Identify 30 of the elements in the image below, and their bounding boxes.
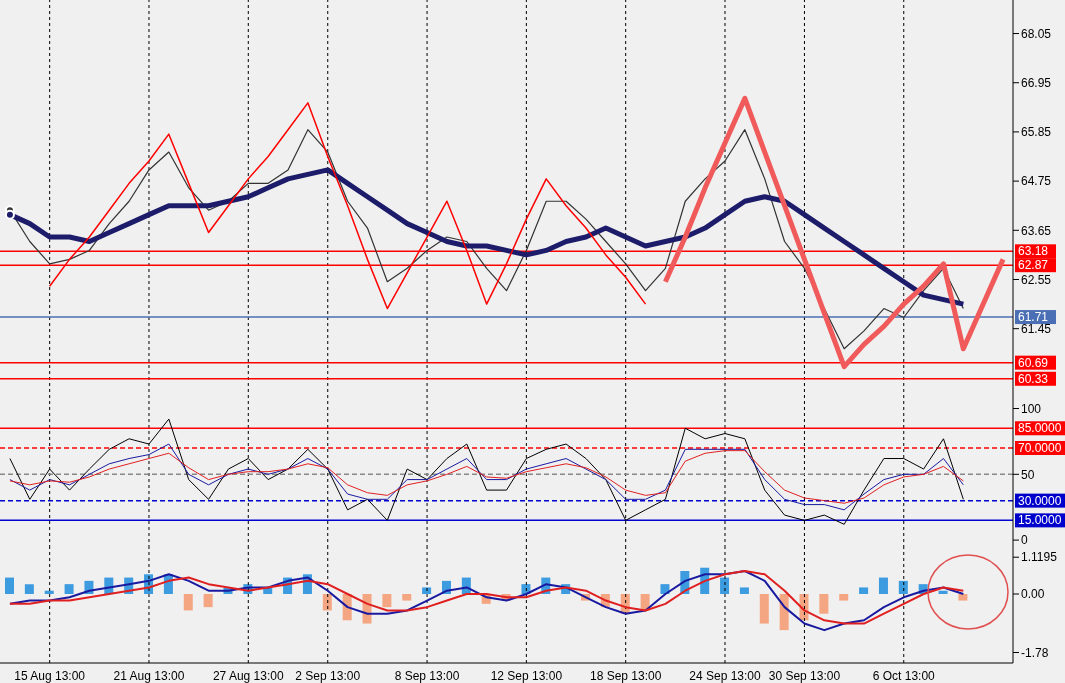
ref-line-label: 60.33 xyxy=(1018,371,1049,386)
y-tick-label: 1.1195 xyxy=(1021,550,1058,565)
y-tick-label: 0 xyxy=(1021,533,1028,548)
ref-line-label: 85.0000 xyxy=(1018,421,1062,436)
y-tick-label: 68.05 xyxy=(1021,26,1052,41)
y-tick-label: 0.00 xyxy=(1021,587,1045,602)
y-tick-label: 64.75 xyxy=(1021,174,1052,189)
x-tick-label: 30 Sep 13:00 xyxy=(768,668,841,683)
y-tick-label: -1.78 xyxy=(1021,645,1049,660)
ref-line-label: 15.0000 xyxy=(1018,513,1062,528)
x-tick-label: 6 Oct 13:00 xyxy=(872,668,936,683)
x-tick-label: 27 Aug 13:00 xyxy=(212,668,284,683)
y-tick-label: 62.55 xyxy=(1021,272,1052,287)
y-tick-label: 50 xyxy=(1021,467,1035,482)
y-tick-label: 66.95 xyxy=(1021,75,1052,90)
y-tick-label: 65.85 xyxy=(1021,125,1052,140)
x-tick-label: 2 Sep 13:00 xyxy=(295,668,361,683)
x-tick-label: 15 Aug 13:00 xyxy=(14,668,86,683)
x-tick-label: 21 Aug 13:00 xyxy=(113,668,185,683)
x-tick-label: 24 Sep 13:00 xyxy=(689,668,762,683)
ref-line-label: 30.0000 xyxy=(1018,493,1062,508)
x-tick-label: 8 Sep 13:00 xyxy=(394,668,460,683)
ref-line-label: 62.87 xyxy=(1018,258,1049,273)
x-tick-label: 12 Sep 13:00 xyxy=(490,668,563,683)
x-tick-label: 18 Sep 13:00 xyxy=(589,668,662,683)
ref-line-label: 60.69 xyxy=(1018,355,1049,370)
y-tick-label: 100 xyxy=(1021,401,1042,416)
ref-line-label: 63.18 xyxy=(1018,244,1049,259)
ref-line-label: 70.0000 xyxy=(1018,441,1062,455)
y-tick-label: 63.65 xyxy=(1021,223,1052,238)
